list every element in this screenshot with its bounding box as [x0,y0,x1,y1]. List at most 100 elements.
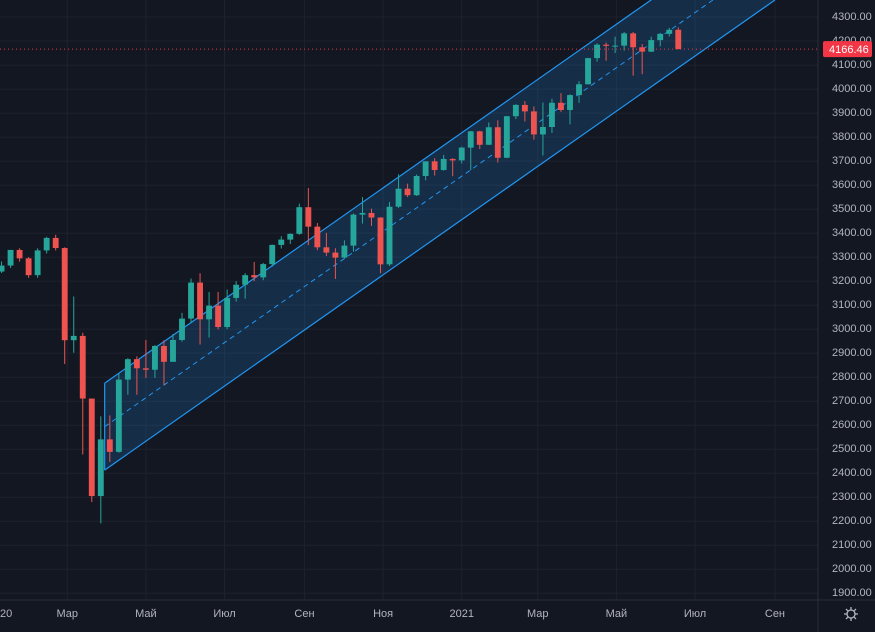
candle-body [260,264,267,278]
settings-icon[interactable] [844,607,858,621]
candle-body [395,188,402,207]
candle-body [215,305,222,328]
candle-body [648,40,655,52]
candle-body [359,212,366,215]
channel-lower [104,0,776,471]
y-tick-label: 3800.00 [832,131,872,143]
candle-body [16,249,23,259]
candle-body [251,275,258,278]
last-price-box [823,41,872,58]
candle-body [170,339,176,362]
candle-body [404,188,411,196]
candle-body [206,305,213,320]
candle-body [539,127,546,135]
x-tick-label: 2021 [449,608,473,620]
candle-body [612,45,619,47]
candle-body [305,207,312,227]
plot-area [0,0,818,524]
y-tick-label: 3300.00 [832,251,872,263]
candle-body [97,439,104,497]
candle-body [603,44,610,46]
candle-body [314,226,321,248]
y-tick-label: 2200.00 [832,515,872,527]
candle-body [43,237,50,251]
candle-body [197,282,203,320]
candle-body [152,345,158,370]
channel-middle [104,0,714,428]
candle-body [52,237,59,249]
y-tick-label: 3200.00 [832,275,872,287]
candle-body [485,127,492,145]
candle-body [422,161,429,176]
candle-body [179,318,185,340]
y-tick-label: 2800.00 [832,371,872,383]
candle-body [675,29,682,50]
candle-body [440,158,447,170]
y-tick-label: 4300.00 [832,11,872,23]
candle-body [287,233,294,240]
candle-body [350,214,357,246]
candle-body [88,398,95,497]
y-tick-label: 2400.00 [832,467,872,479]
channel-upper [104,0,653,384]
candle-body [70,335,77,341]
candle-body [594,44,600,59]
candle-body [25,258,32,276]
candle-body [269,244,276,265]
candle-body [467,131,474,148]
candle-body [278,239,285,245]
candle-body [377,217,384,265]
y-tick-label: 3900.00 [832,107,872,119]
y-tick-label: 4000.00 [832,83,872,95]
x-tick-label: Сен [765,608,785,620]
candle-body [558,102,564,110]
candle-body [34,250,41,276]
candle-body [549,102,555,128]
x-tick-label: Июл [684,608,706,620]
candle-body [567,95,573,110]
candle-body [413,175,420,196]
candle-body [323,247,330,253]
candle-body [666,29,673,34]
y-tick-label: 3000.00 [832,323,872,335]
y-tick-label: 1900.00 [832,587,872,599]
candle-body [639,47,646,52]
candle-body [332,252,339,258]
candle-body [449,158,456,161]
candle-body [503,116,510,158]
x-tick-label: Май [606,608,628,620]
y-tick-label: 2600.00 [832,419,872,431]
candle-body [61,248,68,341]
candle-body [576,84,582,96]
candle-body [124,359,131,380]
x-tick-label: Июл [213,608,235,620]
y-tick-label: 3400.00 [832,227,872,239]
candle-body [512,104,519,117]
y-tick-label: 2300.00 [832,491,872,503]
candle-body [0,265,5,272]
y-tick-label: 3700.00 [832,155,872,167]
last-price-label: 4166.46 [829,44,869,56]
candle-body [188,282,194,319]
y-tick-label: 4100.00 [832,59,872,71]
y-tick-label: 3500.00 [832,203,872,215]
y-tick-label: 3600.00 [832,179,872,191]
candle-body [106,439,113,452]
candle-body [530,111,537,135]
candle-body [585,58,591,85]
candle-body [133,359,140,369]
candle-body [242,275,249,285]
candle-body [115,379,122,452]
candle-body [142,368,149,370]
candle-body [296,207,303,234]
y-tick-label: 2500.00 [832,443,872,455]
candle-body [657,33,664,41]
x-tick-label: Сен [294,608,314,620]
candle-body [494,127,501,158]
candle-body [341,245,348,258]
y-tick-label: 2000.00 [832,563,872,575]
y-tick-label: 3100.00 [832,299,872,311]
candle-body [431,161,438,170]
